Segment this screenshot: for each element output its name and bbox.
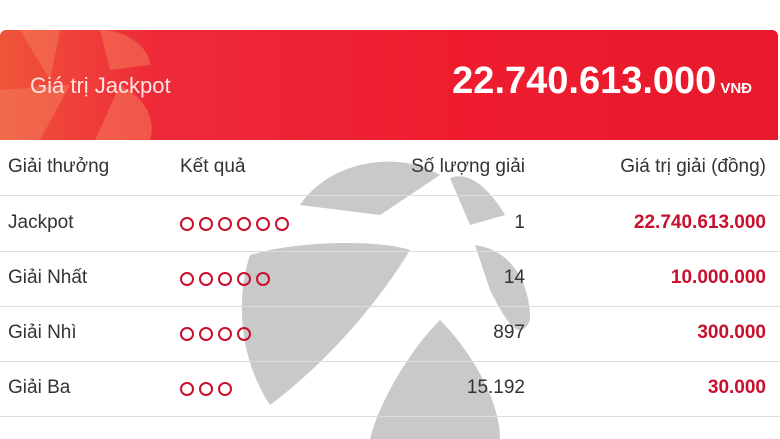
match-circle-icon: [180, 327, 194, 341]
prize-value: 300.000: [697, 322, 766, 343]
match-circle-icon: [218, 217, 232, 231]
match-result: [180, 327, 251, 341]
match-result: [180, 217, 289, 231]
prize-value: 22.740.613.000: [633, 212, 766, 233]
table-row: Giải Ba 15.192 30.000: [0, 361, 780, 417]
match-circle-icon: [237, 327, 251, 341]
table-row: Jackpot 1 22.740.613.000: [0, 196, 780, 252]
match-circle-icon: [237, 272, 251, 286]
header-count: Số lượng giải: [411, 156, 525, 177]
match-circle-icon: [199, 272, 213, 286]
table-row: Giải Nhì 897 300.000: [0, 306, 780, 362]
jackpot-banner: Giá trị Jackpot 22.740.613.000 VNĐ: [0, 30, 778, 140]
match-result: [180, 272, 270, 286]
match-circle-icon: [180, 382, 194, 396]
prize-name: Giải Ba: [8, 377, 71, 398]
match-circle-icon: [180, 272, 194, 286]
prize-count: 14: [503, 267, 525, 288]
header-result: Kết quả: [180, 156, 246, 177]
header-prize: Giải thưởng: [8, 156, 110, 177]
match-circle-icon: [275, 217, 289, 231]
jackpot-value: 22.740.613.000 VNĐ: [452, 60, 752, 103]
prize-name: Giải Nhì: [8, 322, 77, 343]
banner-logo-watermark: [0, 30, 152, 140]
match-circle-icon: [218, 272, 232, 286]
jackpot-amount: 22.740.613.000: [452, 60, 717, 102]
table-header: Giải thưởng Kết quả Số lượng giải Giá tr…: [0, 140, 780, 196]
match-circle-icon: [180, 217, 194, 231]
header-value: Giá trị giải (đồng): [620, 156, 766, 177]
match-circle-icon: [237, 217, 251, 231]
prize-count: 15.192: [466, 377, 525, 398]
match-circle-icon: [218, 327, 232, 341]
prize-name: Giải Nhất: [8, 267, 88, 288]
match-circle-icon: [218, 382, 232, 396]
prize-value: 10.000.000: [670, 267, 766, 288]
match-circle-icon: [199, 327, 213, 341]
match-circle-icon: [199, 217, 213, 231]
prize-name: Jackpot: [8, 212, 74, 233]
match-circle-icon: [256, 217, 270, 231]
match-circle-icon: [199, 382, 213, 396]
prize-value: 30.000: [707, 377, 766, 398]
jackpot-label: Giá trị Jackpot: [30, 73, 171, 98]
match-result: [180, 382, 232, 396]
prize-count: 1: [514, 212, 525, 233]
match-circle-icon: [256, 272, 270, 286]
prize-count: 897: [493, 322, 525, 343]
table-row: Giải Nhất 14 10.000.000: [0, 251, 780, 307]
currency-unit: VNĐ: [720, 80, 752, 97]
